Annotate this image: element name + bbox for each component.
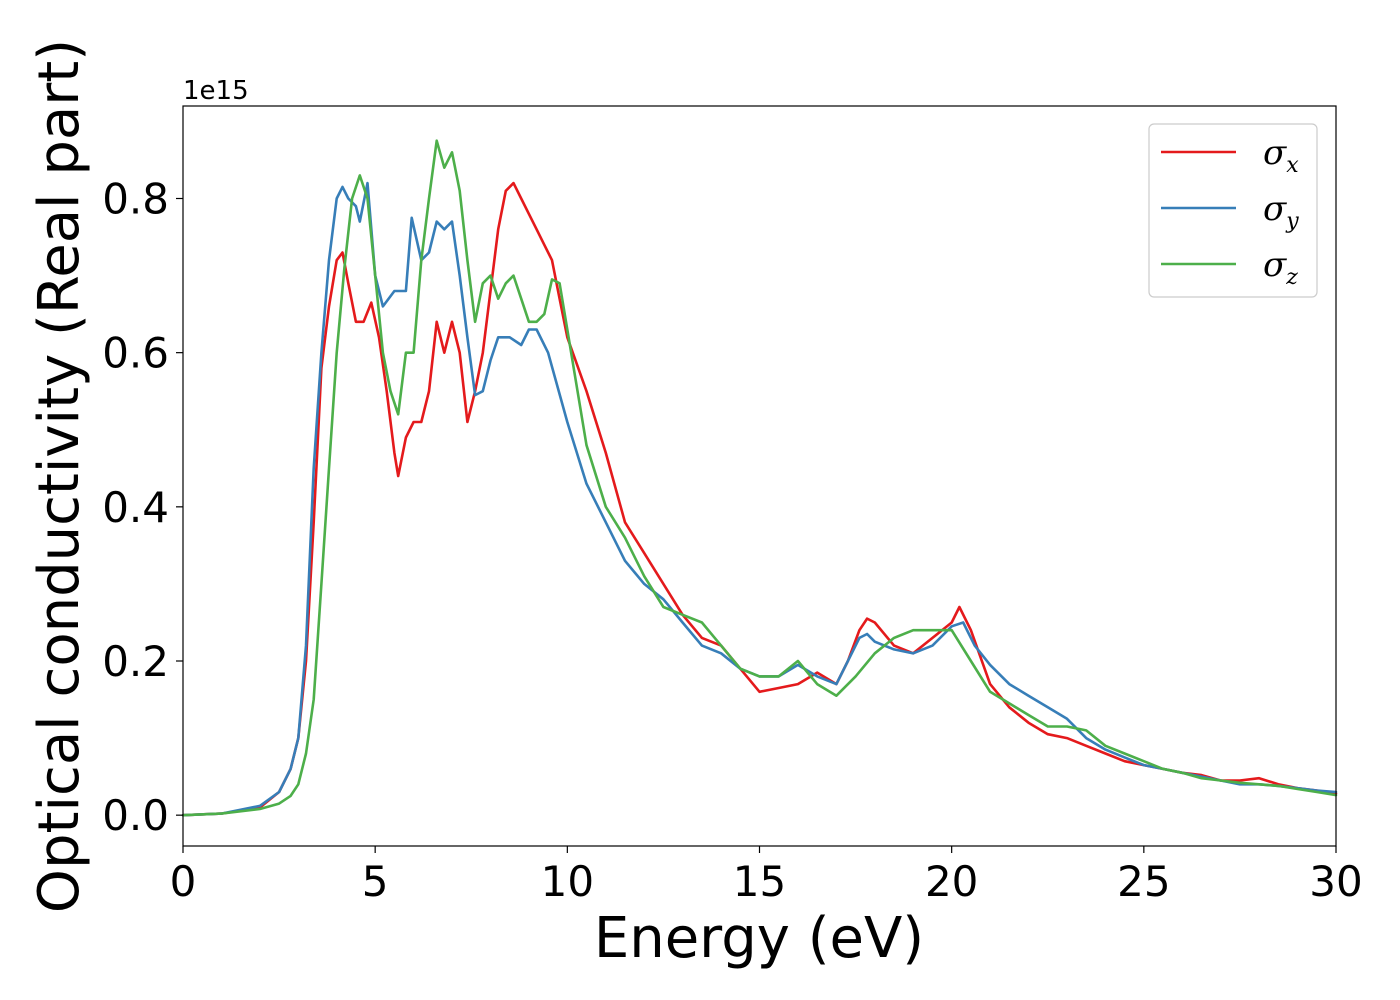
x-tick-label: 0 — [170, 857, 197, 906]
legend-box — [1148, 123, 1318, 298]
y-tick-label: 0.4 — [102, 483, 169, 532]
x-tick-label: 15 — [733, 857, 786, 906]
x-tick-label: 5 — [362, 857, 389, 906]
y-axis: 0.0 0.2 0.4 0.6 0.8 — [102, 175, 183, 840]
y-tick-label: 0.8 — [102, 175, 169, 224]
y-offset-label: 1e15 — [183, 76, 249, 106]
series-line-y — [181, 181, 1338, 817]
x-tick-label: 25 — [1117, 857, 1170, 906]
legend-label-x: σx — [1263, 133, 1299, 178]
y-tick-label: 0.6 — [102, 329, 169, 378]
x-tick-label: 30 — [1309, 857, 1362, 906]
y-tick-label: 0.2 — [102, 637, 169, 686]
y-tick-label: 0.0 — [102, 791, 169, 840]
x-axis: 0 5 10 15 20 25 30 — [170, 846, 1363, 906]
x-tick-label: 20 — [925, 857, 978, 906]
x-axis-title: Energy (eV) — [594, 906, 924, 971]
x-tick-label: 10 — [541, 857, 594, 906]
series-layer — [181, 139, 1338, 817]
series-line-x — [181, 181, 1338, 817]
y-axis-title: Optical conductivity (Real part) — [27, 39, 92, 913]
series-line-z — [181, 139, 1338, 817]
